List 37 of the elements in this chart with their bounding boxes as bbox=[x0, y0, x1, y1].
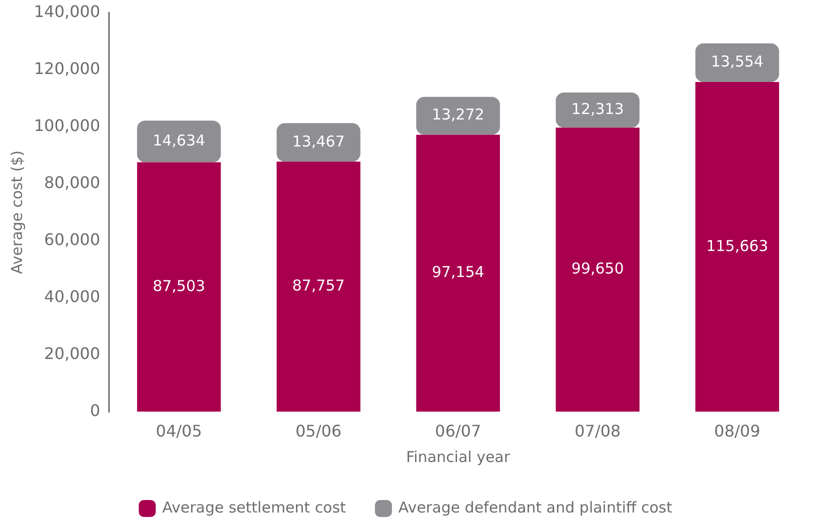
y-tick-label: 120,000 bbox=[34, 58, 100, 78]
data-label: 97,154 bbox=[432, 263, 484, 282]
x-axis-title: Financial year bbox=[406, 448, 511, 466]
data-label: 14,634 bbox=[152, 131, 206, 150]
x-tick-label: 07/08 bbox=[574, 422, 621, 441]
y-tick-label: 20,000 bbox=[44, 344, 100, 363]
y-tick-label: 80,000 bbox=[44, 172, 100, 192]
data-label: 115,663 bbox=[706, 236, 768, 255]
y-tick-label: 0 bbox=[90, 400, 100, 420]
bar bbox=[137, 162, 221, 412]
bar bbox=[556, 92, 640, 128]
data-label: 13,272 bbox=[432, 106, 484, 124]
bar bbox=[416, 96, 500, 135]
bar bbox=[695, 82, 780, 412]
y-tick-label: 140,000 bbox=[34, 2, 100, 21]
data-label: 99,650 bbox=[571, 260, 624, 278]
legend-label: Average defendant and plaintiff cost bbox=[398, 498, 672, 516]
x-tick-label: 08/09 bbox=[714, 422, 760, 441]
legend-label: Average settlement cost bbox=[162, 498, 346, 516]
bar bbox=[276, 123, 360, 162]
y-axis-title: Average cost ($) bbox=[8, 150, 26, 274]
y-tick-label: 40,000 bbox=[44, 286, 100, 306]
x-tick-label: 05/06 bbox=[295, 422, 342, 441]
bar bbox=[556, 128, 640, 412]
y-tick-label: 100,000 bbox=[34, 116, 100, 135]
data-label: 12,313 bbox=[571, 100, 624, 118]
x-tick-label: 04/05 bbox=[156, 422, 202, 441]
bar bbox=[276, 162, 360, 412]
bar bbox=[695, 43, 780, 82]
y-tick-label: 60,000 bbox=[44, 230, 100, 249]
data-label: 87,757 bbox=[292, 276, 345, 295]
bar bbox=[416, 134, 500, 412]
x-tick-label: 06/07 bbox=[435, 422, 482, 441]
data-label: 87,503 bbox=[152, 276, 206, 295]
bar bbox=[137, 120, 221, 162]
data-label: 13,554 bbox=[710, 52, 764, 71]
data-label: 13,467 bbox=[292, 132, 345, 150]
